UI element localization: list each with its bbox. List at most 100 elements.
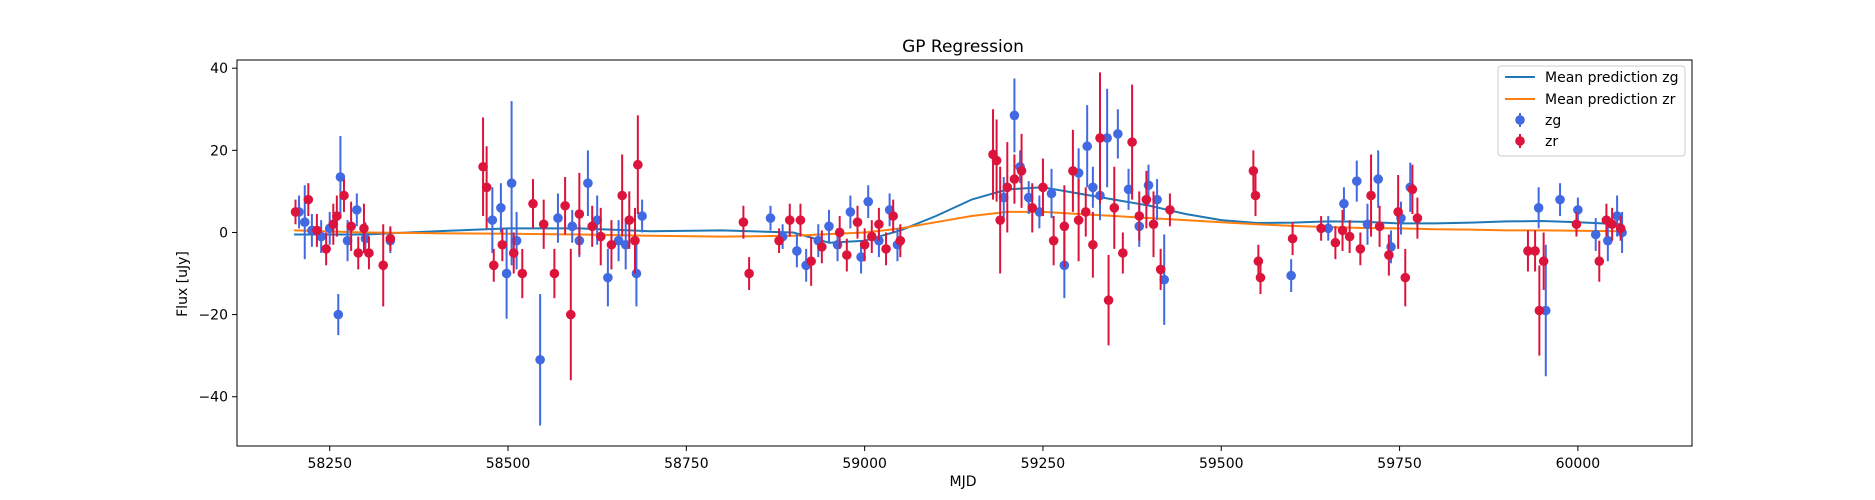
zg-point — [856, 252, 866, 262]
zr-point — [784, 215, 795, 225]
x-tick-label: 58500 — [486, 456, 531, 472]
zg-point — [1143, 180, 1154, 191]
zr-point — [881, 244, 891, 254]
zr-point — [1393, 207, 1403, 217]
zr-point — [478, 161, 488, 172]
legend-label-mean-zr: Mean prediction zr — [1545, 92, 1676, 108]
legend-box — [1497, 65, 1686, 157]
zg-point — [1555, 194, 1565, 205]
legend-label-mean-zg: Mean prediction zg — [1545, 70, 1679, 86]
zr-point — [1316, 223, 1326, 234]
zr-point — [1048, 235, 1059, 246]
legend-marker — [1515, 115, 1525, 125]
zr-point — [842, 250, 852, 260]
zr-point — [1127, 137, 1137, 147]
zr-point — [481, 182, 492, 193]
zr-point — [1059, 221, 1070, 232]
zr-point — [1534, 305, 1545, 316]
zg-point — [1152, 194, 1162, 205]
zr-point — [774, 235, 784, 246]
zr-point — [1400, 272, 1411, 283]
zr-point — [595, 231, 606, 242]
zr-point — [1407, 184, 1418, 195]
zr-point — [795, 215, 806, 225]
zg-point — [496, 203, 506, 213]
legend: Mean prediction zg Mean prediction zr zg… — [1497, 65, 1686, 157]
zr-point — [630, 235, 640, 246]
zg-point — [1603, 235, 1613, 246]
chart-title: GP Regression — [902, 37, 1024, 57]
zg-point — [637, 211, 647, 221]
y-axis-title: Flux [uJy] — [175, 251, 191, 317]
zr-point — [617, 190, 627, 201]
zr-point — [1344, 231, 1355, 242]
zr-series — [290, 72, 1626, 381]
x-axis-ticks: 58250 58500 58750 59000 59250 59500 59750 60000 — [307, 446, 1600, 472]
zr-point — [1073, 215, 1084, 225]
zg-point — [1373, 174, 1383, 184]
zg-point — [506, 178, 517, 188]
zr-point — [1009, 174, 1020, 184]
zr-point — [1016, 166, 1027, 176]
zr-point — [364, 248, 374, 258]
zg-point — [553, 213, 563, 223]
zg-point — [1323, 223, 1334, 234]
zr-point — [995, 215, 1005, 225]
zg-point — [1102, 133, 1112, 143]
zr-point — [1607, 219, 1617, 230]
zr-point — [1027, 203, 1038, 213]
zr-point — [574, 209, 585, 219]
zr-point — [859, 239, 870, 250]
zr-point — [806, 256, 816, 267]
zg-point — [487, 215, 498, 225]
zg-point — [299, 217, 310, 228]
zr-point — [549, 268, 560, 279]
zr-point — [1068, 166, 1078, 176]
zr-point — [1412, 213, 1423, 223]
zr-point — [587, 221, 597, 232]
zr-point — [1330, 237, 1341, 248]
zr-point — [1002, 182, 1013, 193]
zr-point — [738, 217, 749, 228]
zr-point — [346, 221, 356, 232]
zr-point — [1248, 166, 1259, 176]
y-axis-ticks: 40 20 0 −20 −40 — [198, 61, 237, 406]
x-tick-label: 59750 — [1377, 456, 1422, 472]
zr-point — [312, 225, 322, 236]
zr-point — [1088, 239, 1098, 250]
zg-point — [535, 354, 545, 365]
zr-point — [332, 211, 342, 221]
zr-point — [991, 155, 1002, 166]
zg-point — [1009, 110, 1020, 121]
zg-point — [335, 172, 346, 182]
zr-point — [1165, 205, 1175, 215]
zg-point — [613, 235, 624, 246]
zr-point — [290, 207, 301, 217]
zr-point — [1250, 190, 1261, 201]
zr-point — [874, 219, 884, 230]
zg-point — [1573, 205, 1583, 215]
zr-point — [606, 239, 617, 250]
legend-swatch-zg — [1515, 113, 1525, 127]
zr-point — [888, 211, 898, 221]
zg-point — [1612, 211, 1622, 221]
zg-point — [1082, 141, 1092, 152]
zr-point — [1038, 182, 1048, 193]
zg-point — [1339, 198, 1349, 209]
zg-point — [765, 213, 776, 223]
mean-prediction-zr-line — [294, 210, 1621, 238]
zr-point — [321, 244, 331, 254]
zr-point — [378, 260, 389, 271]
zg-point — [845, 207, 856, 217]
zr-point — [866, 231, 877, 242]
zr-point — [834, 227, 845, 238]
zr-point — [1538, 256, 1549, 267]
zg-point — [1023, 192, 1034, 203]
zr-point — [1253, 256, 1264, 267]
zr-point — [517, 268, 528, 279]
legend-swatch-zr — [1515, 134, 1525, 148]
zg-point — [620, 239, 631, 250]
zg-point — [1386, 242, 1396, 252]
zg-point — [1113, 129, 1123, 139]
